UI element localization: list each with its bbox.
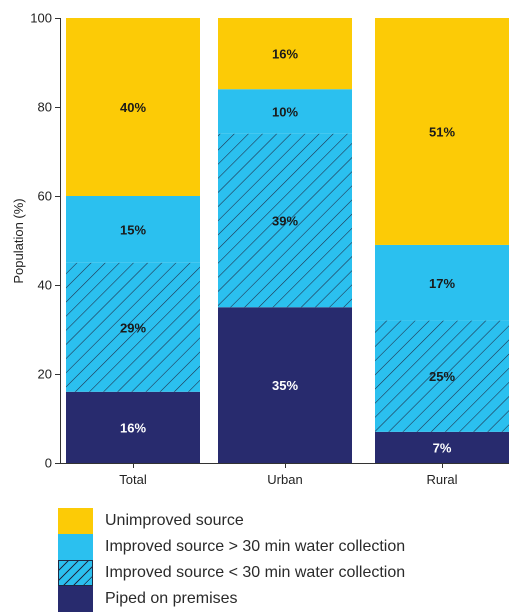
bar-segment [375,320,509,432]
y-tick-label: 40 [38,278,52,293]
data-label: 16% [120,420,146,435]
data-label: 40% [120,100,146,115]
bar-segment [375,244,509,321]
bar-segment [66,196,200,263]
bar-segment [66,18,200,196]
x-axis: Total Urban Rural [60,463,509,487]
legend-item: Piped on premises [58,585,405,612]
legend-item: Unimproved source [58,507,405,534]
stacked-bar-chart: Population (%) 0 20 40 60 80 100 16% 29% 15% 40%… [11,11,509,487]
legend-swatch [58,559,93,586]
legend-swatch [58,533,93,560]
data-label: 7% [433,440,452,455]
bars: 16% 29% 15% 40% 35% 39% 10% 16% 7% 25% 17% 51% [66,18,509,463]
legend-label: Improved source > 30 min water collectio… [105,537,406,555]
data-label: 51% [429,124,455,139]
legend-item: Improved source > 30 min water collectio… [58,533,405,560]
bar-segment [375,18,509,245]
bar-segment [218,133,352,308]
bar-segment [218,18,352,90]
bar-segment [218,307,352,463]
data-label: 17% [429,276,455,291]
bar-segment [66,262,200,392]
data-label: 16% [272,47,298,62]
data-label: 39% [272,213,298,228]
legend-label: Improved source < 30 min water collectio… [105,563,406,581]
data-label: 15% [120,222,146,237]
x-tick-label: Rural [426,472,457,487]
legend: Unimproved source Improved source > 30 mi… [58,507,405,612]
y-tick-label: 0 [45,456,52,471]
legend-swatch [58,585,93,612]
data-label: 29% [120,320,146,335]
bar-segment [66,391,200,463]
data-label: 10% [272,104,298,119]
legend-label: Unimproved source [105,511,244,529]
y-axis-title: Population (%) [11,198,26,283]
y-tick-label: 100 [30,11,52,26]
x-tick-label: Total [119,472,147,487]
bar-segment [375,431,509,463]
legend-label: Piped on premises [105,589,238,607]
y-axis: 0 20 40 60 80 100 [30,11,61,471]
legend-item: Improved source < 30 min water collectio… [58,559,405,586]
bar-segment [218,89,352,134]
y-tick-label: 60 [38,189,52,204]
y-tick-label: 80 [38,100,52,115]
legend-swatch [58,507,93,534]
x-tick-label: Urban [267,472,302,487]
data-label: 35% [272,378,298,393]
data-label: 25% [429,369,455,384]
y-tick-label: 20 [38,367,52,382]
